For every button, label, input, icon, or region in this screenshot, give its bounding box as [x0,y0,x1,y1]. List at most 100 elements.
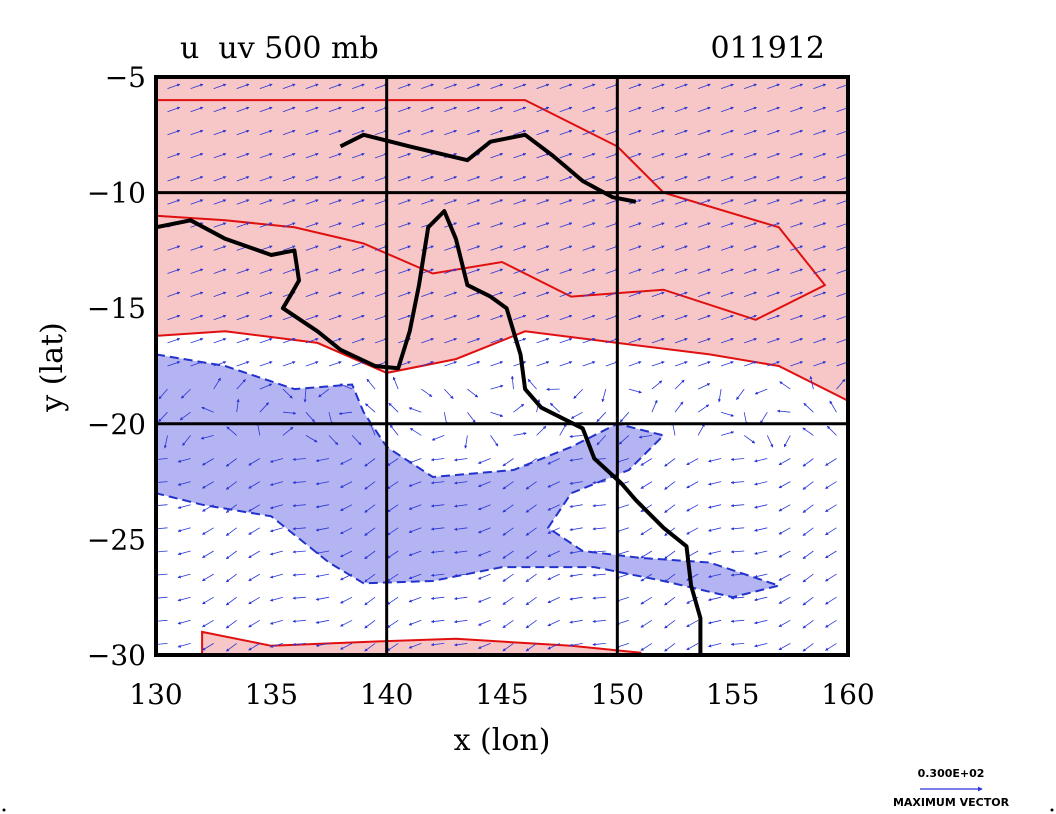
wind-vector [730,503,745,508]
wind-vector [213,291,227,297]
wind-vector [664,596,676,606]
wind-vector [744,245,758,251]
wind-vector [744,129,758,136]
wind-vector [778,573,791,581]
wind-vector [573,388,583,399]
wind-vector [213,245,227,251]
wind-vector [292,527,306,531]
wind-vector [282,361,296,367]
wind-vector [717,389,722,403]
wind-vector [707,643,722,648]
wind-vector [269,573,284,579]
wind-vector [707,481,722,486]
wind-vector [569,619,583,624]
wind-vector [328,106,342,113]
wind-vector [351,435,362,446]
wind-vector [305,129,319,136]
wind-vector [282,337,296,344]
wind-vector [364,573,376,583]
wind-vector [225,481,237,490]
wind-vector [248,550,261,559]
wind-vector [744,268,758,274]
wind-vector [707,550,722,555]
wind-vector [305,245,319,251]
wind-vector [490,245,504,251]
wind-vector [213,176,227,182]
wind-vector [707,619,722,625]
wind-vector [467,314,481,321]
wind-vector [513,199,527,205]
wind-vector [398,152,412,159]
wind-vector [592,550,606,554]
wind-vector [430,458,445,462]
wind-vector [569,643,583,647]
wind-vector [754,550,768,555]
wind-vector [754,388,768,395]
x-axis-label: x (lon) [454,723,551,758]
wind-vector [351,106,365,113]
wind-vector [802,596,814,606]
wind-vector [421,152,435,159]
wind-vector [802,643,814,652]
wind-vector [628,268,642,274]
wind-vector [779,381,791,390]
wind-vector [305,199,319,205]
wind-vector [328,245,342,251]
wind-vector [559,106,573,113]
wind-vector [328,361,342,367]
wind-vector [339,383,353,390]
wind-vector [510,375,515,390]
wind-vector [351,245,365,251]
date-label: 011912 [710,31,825,66]
wind-vector [315,458,330,463]
wind-vector [386,481,399,490]
wind-vector [802,619,814,629]
wind-vector [421,199,435,205]
wind-vector [490,337,504,344]
wind-vector [651,106,665,113]
wind-vector [226,426,237,436]
wind-vector [386,458,399,467]
wind-vector [315,573,330,578]
wind-vector [328,129,342,136]
wind-vector [525,596,537,606]
wind-vector [202,458,214,466]
grid-lines [156,77,848,655]
wind-vector [674,361,688,367]
wind-vector [525,619,537,629]
wind-vector [248,481,261,489]
wind-vector [444,176,458,182]
wind-vector [364,481,376,490]
wind-vector [292,504,306,508]
wind-vector [790,152,804,159]
wind-vector [664,458,676,467]
wind-vector [453,550,468,554]
wind-vector [364,527,376,536]
wind-vector [619,411,630,423]
wind-vector [364,403,376,413]
wind-vector [351,222,365,228]
wind-vector [525,550,537,559]
wind-vector [430,481,445,485]
wind-vector [421,337,435,344]
wind-vector [651,176,665,182]
wind-vector [744,152,758,159]
wind-vector [202,643,214,651]
wind-vector [292,642,306,646]
wind-vector [340,481,353,488]
negative-u-region [156,353,783,599]
wind-vector [421,268,435,274]
wind-vector [190,268,204,274]
wind-vector [813,268,827,274]
y-tick-label: −15 [87,292,146,325]
wind-vector [547,458,560,465]
vector-key-caption: MAXIMUM VECTOR [893,796,1010,809]
wind-vector [536,106,550,113]
wind-vector [697,314,711,321]
wind-vector [163,435,168,449]
wind-vector [213,268,227,274]
wind-vector [292,457,306,461]
wind-vector [225,573,237,583]
wind-vector [778,504,791,512]
wind-vector [502,504,514,513]
